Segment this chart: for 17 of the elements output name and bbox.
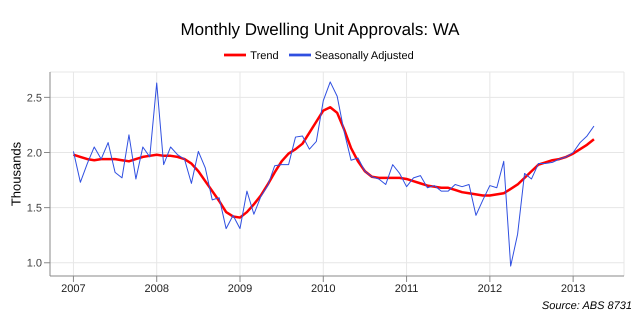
x-tick-label: 2012 xyxy=(478,282,502,295)
line-series xyxy=(72,81,594,267)
source-note: Source: ABS 8731 xyxy=(542,300,632,312)
y-tick-label: 2.5 xyxy=(26,92,42,104)
x-tick-label: 2013 xyxy=(560,282,586,295)
x-tick-label: 2011 xyxy=(394,282,418,295)
chart-title: Monthly Dwelling Unit Approvals: WA xyxy=(179,20,461,40)
x-tick-label: 2009 xyxy=(228,282,252,295)
x-tick-label: 2010 xyxy=(311,282,336,295)
y-tick-label: 2.0 xyxy=(26,147,42,160)
y-tick-label: 1.5 xyxy=(26,202,42,215)
legend-label: Seasonally Adjusted xyxy=(314,50,414,62)
legend-label: Trend xyxy=(250,50,279,62)
x-tick-label: 2008 xyxy=(144,282,169,295)
y-tick-label: 1.0 xyxy=(26,258,42,270)
y-axis-title: Thousands xyxy=(8,141,24,206)
x-tick-label: 2007 xyxy=(61,282,86,295)
